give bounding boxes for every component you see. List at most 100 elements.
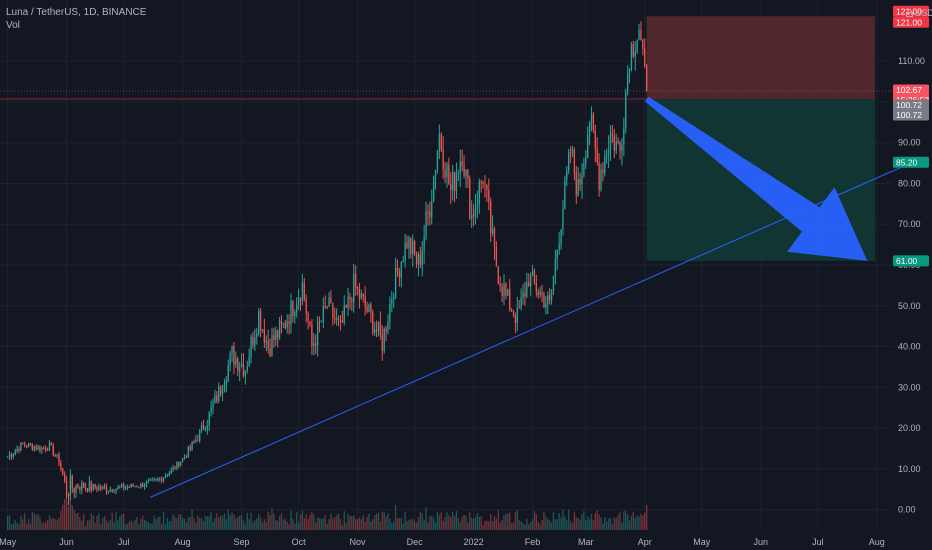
candle-body [611, 133, 614, 136]
volume-bar [50, 518, 53, 530]
price-tick-label: 80.00 [898, 178, 921, 188]
candle-body [642, 39, 644, 49]
volume-bar [246, 513, 248, 530]
candle-body [432, 176, 435, 201]
volume-bar [145, 520, 148, 530]
candle-body [573, 149, 576, 174]
volume-bar [368, 513, 370, 530]
symbol-title[interactable]: Luna / TetherUS, 1D, BINANCE [6, 7, 147, 18]
candle-body [537, 292, 539, 295]
candle-body [265, 340, 267, 344]
volume-bar [248, 519, 250, 530]
time-axis[interactable]: May Jun Jul Aug Sep Oct Nov Dec 2022 Feb Mar Apr May… [0, 537, 885, 547]
volume-bar [309, 514, 311, 530]
candle-body [263, 329, 266, 344]
candle-body [223, 384, 226, 392]
candle-body [77, 484, 79, 488]
candle-body [202, 424, 205, 430]
candle-body [257, 310, 260, 334]
candle-body [645, 66, 648, 92]
candle-body [596, 148, 598, 163]
volume-bar [623, 511, 625, 530]
volume-bar [434, 522, 437, 530]
candle-body [541, 292, 543, 295]
candle-body [313, 343, 315, 346]
volume-bar [482, 524, 484, 530]
volume-bar [219, 515, 222, 530]
candle-body [514, 315, 517, 323]
candle-body [8, 454, 11, 457]
candle-body [417, 254, 420, 264]
drawings-layer[interactable] [150, 96, 902, 498]
candle-body [501, 286, 503, 296]
price-tick-label: 90.00 [898, 138, 921, 148]
volume-bar [590, 513, 593, 530]
candle-body [330, 297, 332, 304]
volume-bar [457, 518, 460, 530]
volume-bar [65, 499, 68, 530]
candle-body [246, 365, 248, 371]
volume-bar [345, 523, 347, 530]
volume-bar [282, 519, 285, 530]
price-badge-label: 61.00 [896, 256, 918, 266]
price-badge-label: 102.67 [896, 85, 922, 95]
candle-body [560, 229, 562, 245]
candle-body [41, 447, 43, 451]
volume-bar [119, 516, 121, 530]
candle-body [478, 181, 480, 205]
candle-body [35, 446, 37, 450]
candle-body [69, 475, 72, 497]
volume-bar [18, 524, 20, 530]
time-tick-label: 2022 [464, 537, 484, 547]
candle-body [307, 312, 309, 322]
volume-bar [25, 523, 28, 530]
candle-body [189, 446, 191, 450]
volume-bar [632, 511, 635, 530]
volume-label[interactable]: Vol [6, 20, 20, 31]
candle-body [434, 170, 437, 177]
volume-bar [48, 515, 51, 530]
volume-bar [444, 516, 446, 530]
volume-bar [69, 499, 72, 530]
currency-unit[interactable]: USDT [906, 8, 932, 18]
volume-bar [364, 521, 366, 530]
candle-body [29, 443, 32, 445]
candle-body [322, 306, 324, 322]
volume-bar [121, 514, 123, 530]
volume-bar [257, 513, 260, 530]
candle-body [73, 488, 75, 493]
volume-bar [645, 504, 648, 530]
candle-body [254, 337, 256, 346]
candle-body [233, 346, 235, 366]
candle-body [360, 293, 363, 299]
candle-body [349, 296, 351, 300]
volume-bar [537, 521, 539, 530]
candle-body [88, 481, 91, 492]
volume-bar [478, 516, 480, 530]
candle-body [200, 424, 203, 430]
volume-bar [305, 514, 307, 530]
candle-body [438, 134, 441, 152]
candle-body [115, 489, 117, 492]
volume-bar [337, 513, 340, 530]
candle-body [159, 478, 161, 480]
volume-bar [552, 511, 555, 530]
candle-body [18, 448, 20, 451]
price-tick-label: 10.00 [898, 464, 921, 474]
candle-body [197, 439, 199, 441]
volume-bar [554, 519, 557, 530]
candle-body [520, 297, 522, 309]
chart-legend: Luna / TetherUS, 1D, BINANCE Vol [6, 6, 146, 32]
candle-body [626, 73, 629, 93]
volume-bar [372, 519, 374, 530]
volume-bar [490, 513, 492, 530]
candle-body [155, 479, 157, 481]
candle-body [86, 488, 89, 492]
volume-bar [370, 521, 372, 530]
candle-body [374, 329, 376, 334]
candle-body [554, 259, 557, 276]
volume-bar [204, 516, 207, 530]
candle-body [550, 290, 553, 300]
candle-body [296, 305, 298, 313]
